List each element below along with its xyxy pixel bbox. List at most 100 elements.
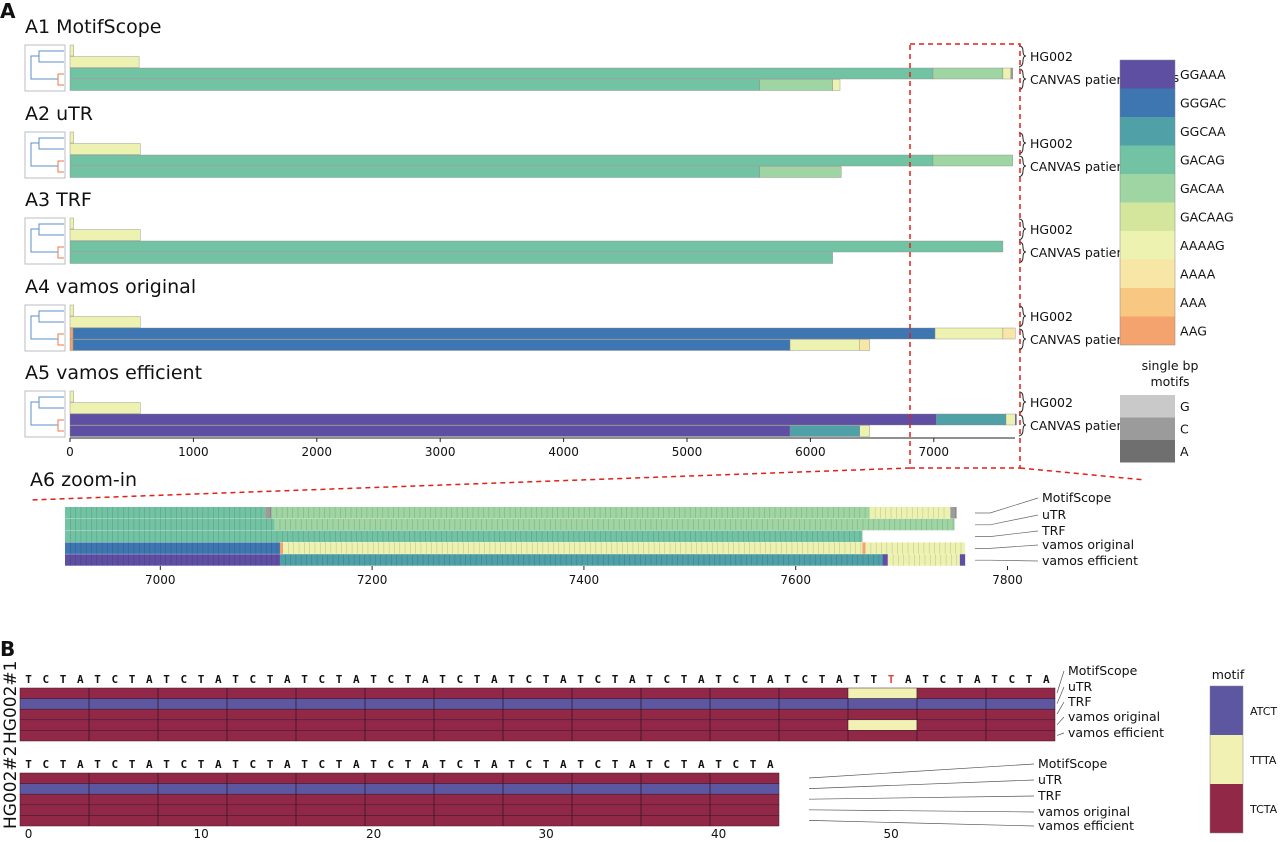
base-letter: A: [629, 758, 636, 771]
tick-label: 20: [366, 827, 381, 841]
label-connector: [1056, 686, 1065, 704]
base-letter: C: [388, 673, 395, 686]
tick-label: 7600: [780, 573, 811, 587]
base-letter: C: [112, 673, 119, 686]
label-connector: [975, 559, 1039, 562]
base-letter: C: [181, 673, 188, 686]
tool-label: vamos original: [1038, 804, 1130, 819]
segment-AAG: [69, 339, 74, 351]
base-letter: A: [284, 758, 291, 771]
segment-AAAA: [1002, 327, 1016, 340]
zoom-line-left: [29, 467, 911, 501]
base-letter: A: [353, 673, 360, 686]
base-letter: A: [1043, 673, 1050, 686]
base-letter: T: [681, 758, 688, 771]
zoom-line-right: [1019, 467, 1146, 481]
motif-TCTA: [19, 793, 780, 806]
label-connector: [1056, 716, 1065, 726]
segment-GACAG: [69, 240, 1004, 253]
segment-AAAAG: [283, 542, 863, 554]
segment-GGAAA: [1015, 413, 1017, 426]
brace-hg002: [1018, 305, 1027, 328]
segment-AAG: [862, 542, 866, 554]
track-title: A4 vamos original: [25, 276, 196, 298]
legend-swatch-GACAG: [1120, 145, 1175, 174]
single-bp-title: single bp: [1142, 358, 1199, 373]
base-letter: T: [784, 673, 791, 686]
legend-swatch-AAAAG: [1120, 231, 1175, 260]
base-letter: A: [974, 673, 981, 686]
segment-AAAAG: [69, 229, 141, 241]
dendrogram-blue: [30, 50, 64, 80]
track-title: A3 TRF: [25, 189, 92, 211]
segment-GGAAA: [69, 425, 791, 437]
base-letter: T: [301, 673, 308, 686]
base-letter: A: [215, 673, 222, 686]
base-letter: T: [577, 673, 584, 686]
base-letter: T: [94, 758, 101, 771]
legend-b-label: TCTA: [1249, 803, 1278, 816]
legend-swatch-single-G: [1120, 395, 1175, 418]
legend-swatch-GGCAA: [1120, 117, 1175, 146]
base-letter: T: [750, 758, 757, 771]
base-letter: T: [750, 673, 757, 686]
motif-TCTA: [19, 708, 1056, 721]
zoom-row: TRF: [65, 523, 1066, 543]
brace-hg002: [1018, 218, 1027, 241]
tool-label: vamos efficient: [1068, 725, 1164, 740]
segment-GACAA: [274, 518, 955, 531]
segment-AAAAG: [69, 217, 74, 230]
brace-canvas: [1018, 328, 1027, 351]
segment-GACAG: [65, 507, 266, 519]
segment-AAAAG: [69, 316, 141, 328]
legend-swatch-GGGAC: [1120, 88, 1175, 117]
segment-AAAAG: [69, 402, 141, 414]
base-letter: T: [25, 673, 32, 686]
zoom-box: [909, 43, 1021, 469]
base-letter: T: [508, 673, 515, 686]
dendrogram-frame: [24, 131, 66, 179]
legend-swatch-GGAAA: [1120, 60, 1175, 89]
segment-AAAAG: [789, 339, 860, 351]
base-letter: T: [129, 758, 136, 771]
base-letter: C: [940, 673, 947, 686]
dendrogram-orange: [57, 246, 64, 259]
base-letter: T: [232, 673, 239, 686]
label-hg002: HG002: [1030, 136, 1073, 151]
legend-label: AAAAG: [1180, 238, 1225, 253]
dendrogram-frame: [24, 390, 66, 438]
segment-AAAAG: [865, 542, 966, 554]
base-letter: A: [353, 758, 360, 771]
segment-GACAA: [932, 67, 1004, 80]
tick-label: 50: [883, 827, 898, 841]
label-connector: [1056, 701, 1065, 715]
label-connector: [808, 779, 1035, 789]
base-letter: T: [336, 673, 343, 686]
segment-AAAAG: [69, 131, 74, 144]
base-letter: T: [336, 758, 343, 771]
base-letter: T: [163, 758, 170, 771]
base-letter: A: [77, 673, 84, 686]
legend-label: GGCAA: [1180, 124, 1226, 139]
zoom-row-label: uTR: [1042, 507, 1067, 522]
base-letter: C: [457, 758, 464, 771]
base-letter: T: [612, 758, 619, 771]
haplotype-label: HG002#1: [1, 661, 21, 744]
tick-label: 7000: [145, 573, 176, 587]
tick-label: 7800: [992, 573, 1023, 587]
dendrogram-blue: [30, 137, 64, 167]
tick-label: 0: [25, 827, 33, 841]
base-letter: C: [181, 758, 188, 771]
track-title: A2 uTR: [25, 103, 93, 125]
tool-label: TRF: [1067, 694, 1092, 709]
track-2: A3 TRF HG002 CANVAS patient: [24, 189, 1129, 265]
motif-TCTA: [19, 772, 780, 784]
label-connector: [1056, 670, 1065, 694]
base-letter: T: [439, 673, 446, 686]
base-letter: A: [146, 673, 153, 686]
legend-b-swatch-ATCT: [1210, 686, 1243, 735]
segment-AAAA: [859, 339, 870, 351]
segment-GACAA: [759, 166, 842, 178]
legend-swatch-single-C: [1120, 417, 1175, 440]
